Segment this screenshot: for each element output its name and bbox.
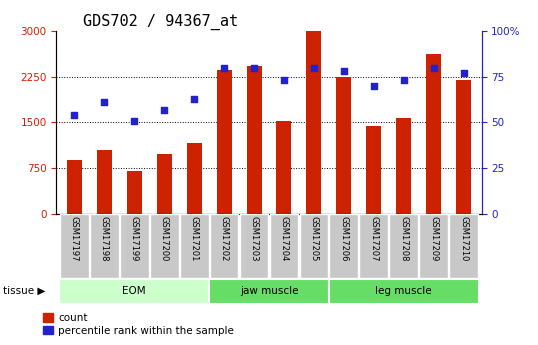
Text: GSM17207: GSM17207: [369, 216, 378, 261]
Text: tissue ▶: tissue ▶: [3, 286, 45, 296]
Text: GSM17204: GSM17204: [279, 216, 288, 261]
FancyBboxPatch shape: [210, 214, 238, 278]
Point: [250, 65, 258, 70]
FancyBboxPatch shape: [90, 214, 119, 278]
Point: [429, 65, 438, 70]
Bar: [97, 150, 112, 214]
FancyBboxPatch shape: [150, 214, 179, 278]
Bar: [187, 142, 202, 214]
FancyBboxPatch shape: [449, 214, 478, 278]
Point: [70, 112, 79, 118]
FancyBboxPatch shape: [209, 279, 329, 304]
FancyBboxPatch shape: [419, 214, 448, 278]
FancyBboxPatch shape: [60, 279, 209, 304]
Point: [130, 118, 139, 124]
Bar: [217, 70, 231, 214]
Bar: [426, 53, 441, 214]
Bar: [157, 154, 172, 214]
Bar: [456, 80, 471, 214]
Text: GDS702 / 94367_at: GDS702 / 94367_at: [83, 14, 238, 30]
Text: GSM17201: GSM17201: [190, 216, 199, 261]
FancyBboxPatch shape: [329, 279, 478, 304]
Point: [370, 83, 378, 89]
FancyBboxPatch shape: [239, 214, 268, 278]
Text: GSM17203: GSM17203: [250, 216, 259, 261]
FancyBboxPatch shape: [390, 214, 418, 278]
Point: [399, 78, 408, 83]
Text: GSM17199: GSM17199: [130, 216, 139, 261]
FancyBboxPatch shape: [270, 214, 299, 278]
Point: [160, 107, 168, 112]
Text: GSM17208: GSM17208: [399, 216, 408, 261]
Text: GSM17197: GSM17197: [70, 216, 79, 261]
Bar: [396, 118, 411, 214]
Text: leg muscle: leg muscle: [376, 286, 432, 296]
FancyBboxPatch shape: [300, 214, 328, 278]
FancyBboxPatch shape: [120, 214, 148, 278]
Text: GSM17205: GSM17205: [309, 216, 318, 261]
Bar: [246, 66, 261, 214]
Text: jaw muscle: jaw muscle: [240, 286, 298, 296]
Text: GSM17209: GSM17209: [429, 216, 438, 261]
Bar: [307, 31, 321, 214]
Bar: [67, 160, 82, 214]
FancyBboxPatch shape: [329, 214, 358, 278]
Text: GSM17200: GSM17200: [160, 216, 169, 261]
FancyBboxPatch shape: [180, 214, 209, 278]
Point: [339, 69, 348, 74]
Text: EOM: EOM: [123, 286, 146, 296]
Point: [309, 65, 318, 70]
Text: GSM17206: GSM17206: [339, 216, 348, 261]
Bar: [277, 121, 292, 214]
Point: [100, 100, 109, 105]
FancyBboxPatch shape: [359, 214, 388, 278]
Text: GSM17210: GSM17210: [459, 216, 468, 261]
Legend: count, percentile rank within the sample: count, percentile rank within the sample: [43, 313, 235, 336]
Bar: [366, 126, 381, 214]
Point: [190, 96, 199, 101]
Point: [459, 70, 468, 76]
Point: [280, 78, 288, 83]
Bar: [127, 171, 142, 214]
FancyBboxPatch shape: [60, 214, 89, 278]
Text: GSM17202: GSM17202: [220, 216, 229, 261]
Text: GSM17198: GSM17198: [100, 216, 109, 261]
Bar: [336, 77, 351, 214]
Point: [220, 65, 229, 70]
